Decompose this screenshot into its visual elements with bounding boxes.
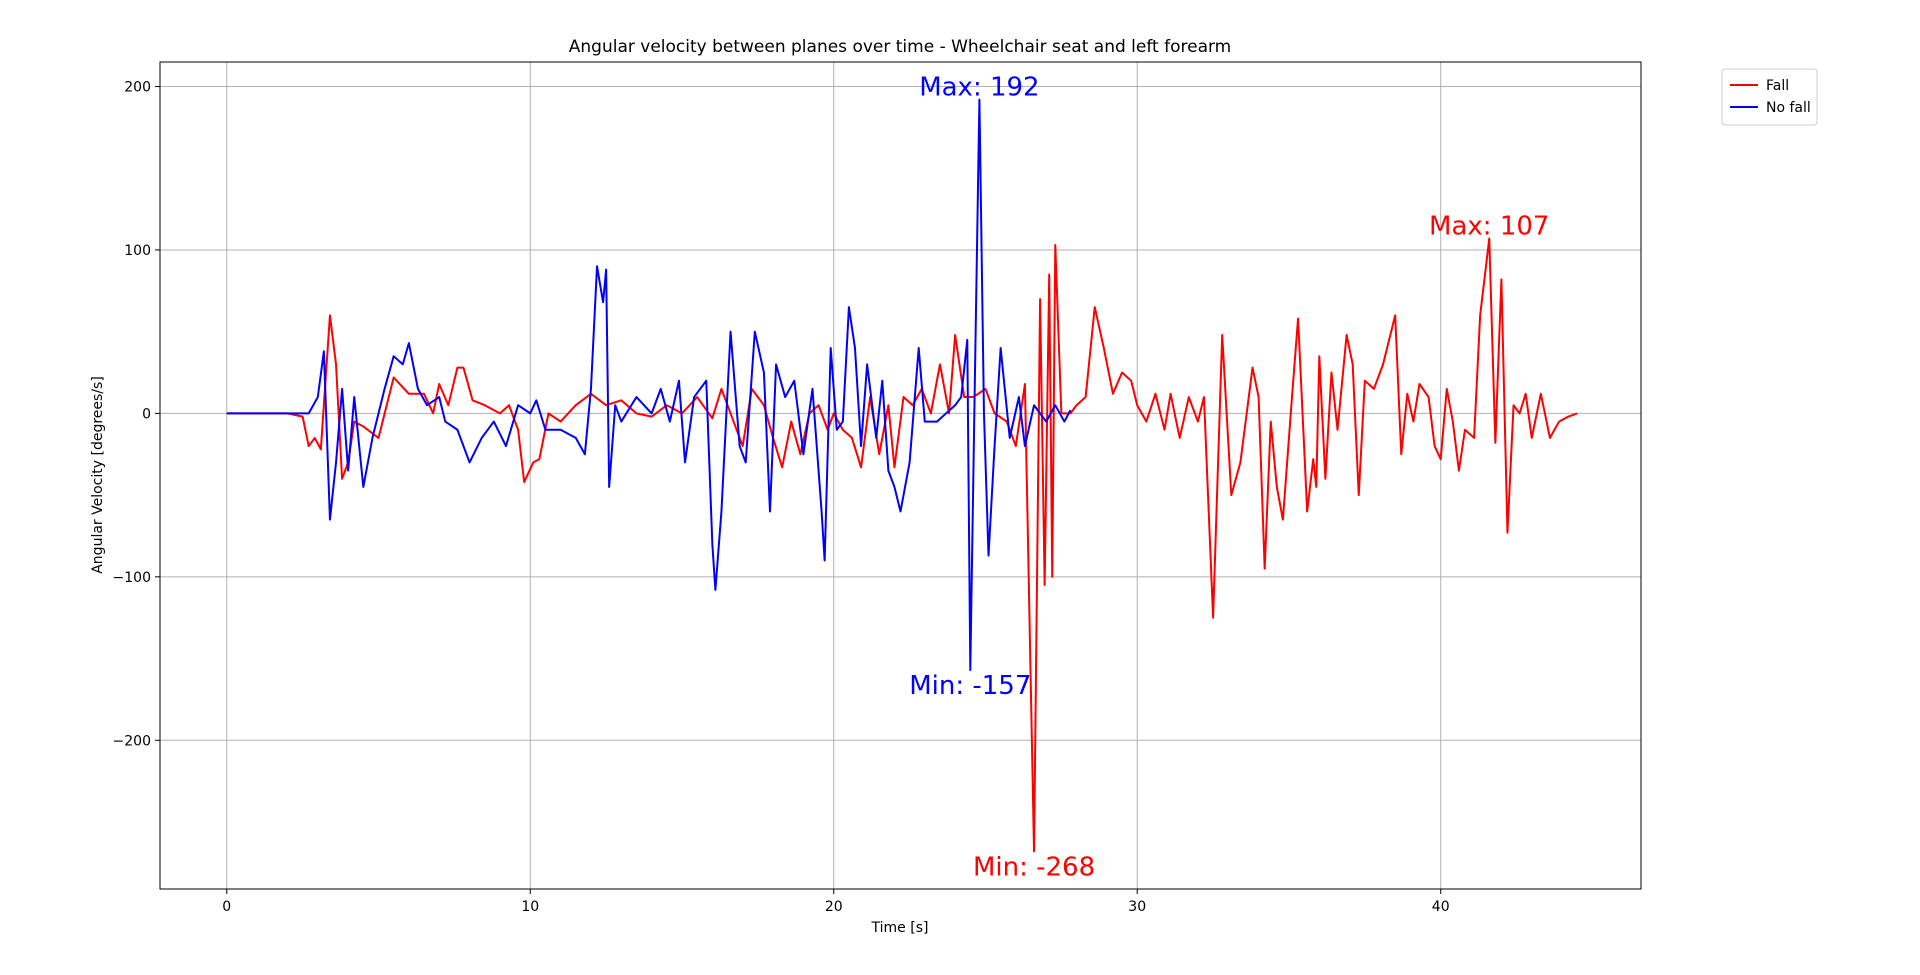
annotation: Min: -157 <box>909 671 1031 701</box>
chart-title: Angular velocity between planes over tim… <box>569 37 1232 57</box>
y-tick-label: −200 <box>113 733 151 749</box>
x-tick-label: 40 <box>1432 899 1450 915</box>
legend-box <box>1721 68 1818 126</box>
x-tick-label: 20 <box>825 899 843 915</box>
y-axis-label: Angular Velocity [degrees/s] <box>90 376 106 574</box>
y-tick-label: 100 <box>124 243 151 259</box>
x-tick-label: 10 <box>521 899 539 915</box>
y-tick-label: −100 <box>113 570 151 586</box>
plot-frame <box>159 61 1642 890</box>
annotation: Max: 192 <box>919 73 1039 103</box>
data-line <box>226 98 1072 671</box>
annotation: Max: 107 <box>1429 212 1549 242</box>
x-tick-label: 30 <box>1128 899 1146 915</box>
legend-label: No fall <box>1766 100 1811 116</box>
x-tick-label: 0 <box>222 899 231 915</box>
annotation: Min: -268 <box>973 852 1095 882</box>
legend-label: Fall <box>1766 78 1789 94</box>
y-tick-label: 0 <box>142 406 151 422</box>
data-line <box>226 237 1578 853</box>
y-tick-label: 200 <box>124 80 151 96</box>
x-axis-label: Time [s] <box>871 920 929 936</box>
